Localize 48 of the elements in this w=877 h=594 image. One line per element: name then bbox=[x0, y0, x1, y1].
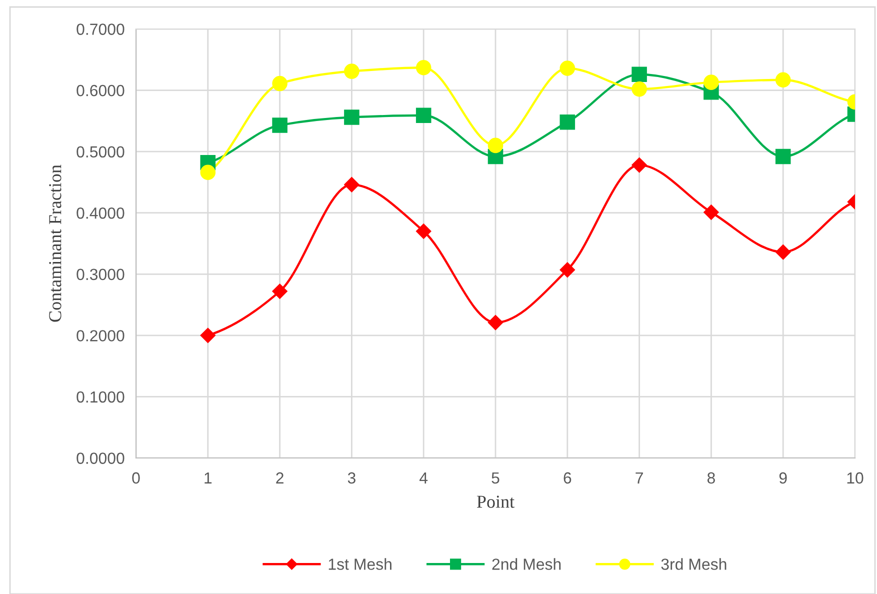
x-tick-label: 2 bbox=[276, 472, 284, 484]
point bbox=[776, 244, 791, 260]
x-tick-label: 8 bbox=[707, 472, 715, 484]
point bbox=[632, 157, 647, 173]
point bbox=[200, 328, 216, 343]
point bbox=[704, 204, 719, 220]
point bbox=[416, 60, 432, 76]
x-tick-label: 5 bbox=[492, 472, 500, 484]
x-tick-label: 1 bbox=[204, 472, 212, 484]
point bbox=[560, 60, 576, 76]
point bbox=[560, 262, 575, 278]
point bbox=[775, 148, 791, 164]
point bbox=[488, 314, 504, 330]
point bbox=[704, 74, 719, 90]
point bbox=[416, 224, 432, 239]
x-tick-label: 3 bbox=[348, 472, 356, 484]
y-tick-label: 0.5000 bbox=[76, 146, 124, 158]
point bbox=[632, 66, 647, 82]
x-tick-label: 0 bbox=[132, 472, 140, 484]
x-tick-label: 4 bbox=[420, 472, 428, 484]
point bbox=[272, 118, 288, 133]
x-tick-label: 10 bbox=[847, 472, 864, 484]
point bbox=[775, 72, 791, 88]
legend-label: 3rd Mesh bbox=[661, 558, 726, 570]
x-tick-label: 7 bbox=[636, 472, 643, 484]
y-tick-label: 0.1000 bbox=[76, 391, 124, 403]
y-tick-label: 0.4000 bbox=[76, 207, 124, 219]
point bbox=[632, 81, 647, 97]
point bbox=[272, 284, 288, 299]
y-tick-label: 0.3000 bbox=[76, 268, 124, 280]
y-tick-label: 0.7000 bbox=[76, 24, 124, 35]
point bbox=[200, 164, 216, 180]
point bbox=[344, 177, 360, 192]
point bbox=[272, 76, 288, 92]
legend-label: 2nd Mesh bbox=[492, 558, 561, 570]
point bbox=[560, 114, 576, 130]
point bbox=[344, 110, 360, 125]
point bbox=[344, 64, 360, 79]
x-tick-label: 6 bbox=[564, 472, 572, 484]
x-axis-title: Point bbox=[476, 496, 514, 508]
y-tick-label: 0.2000 bbox=[76, 330, 124, 342]
point bbox=[416, 108, 432, 124]
y-axis-title: Contaminant Fraction bbox=[49, 164, 62, 322]
y-tick-label: 0.0000 bbox=[76, 452, 124, 464]
y-tick-label: 0.6000 bbox=[76, 84, 124, 96]
x-tick-label: 9 bbox=[779, 472, 787, 484]
point bbox=[488, 138, 504, 154]
legend-label: 1st Mesh bbox=[328, 558, 392, 570]
